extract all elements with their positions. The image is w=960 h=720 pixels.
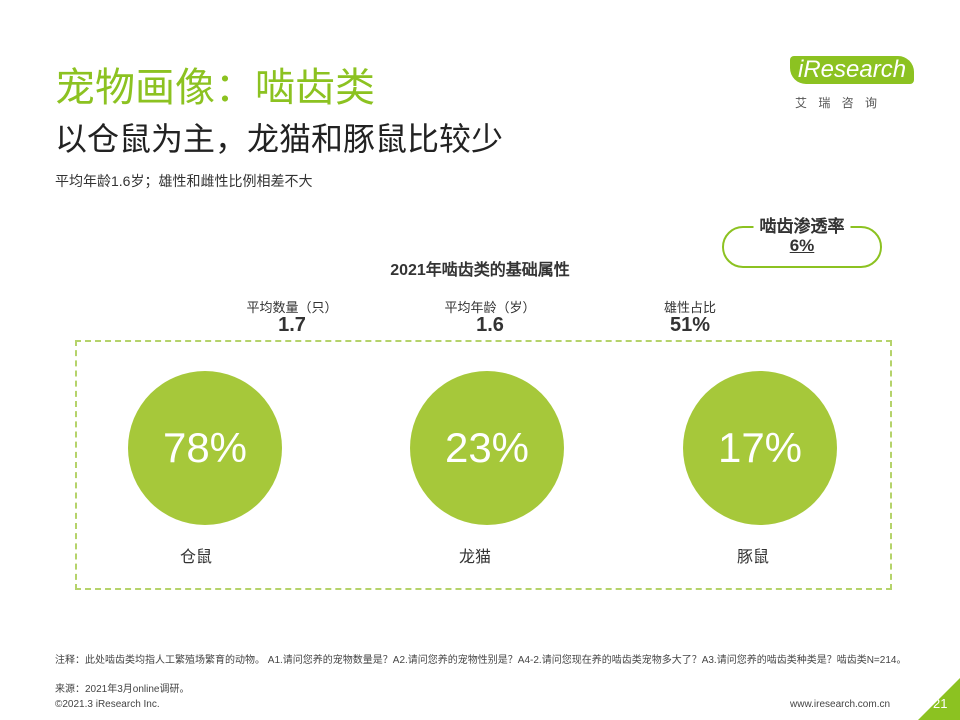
logo-cn: 艾 瑞 咨 询 (795, 96, 882, 110)
penetration-label: 啮齿渗透率 (753, 212, 851, 237)
dashed-frame (75, 340, 892, 590)
penetration-value: 6% (789, 236, 815, 255)
logo-brand: iResearch (790, 56, 915, 84)
summary: 平均年龄1.6岁；雄性和雌性比例相差不大 (55, 173, 313, 189)
section-title: 2021年啮齿类的基础属性 (390, 262, 570, 279)
stat-label: 平均年龄（岁） (444, 300, 536, 315)
circle (410, 371, 564, 525)
stat-label: 雄性占比 (663, 300, 717, 315)
stat-value: 1.6 (476, 314, 504, 336)
item-label: 豚鼠 (736, 549, 770, 566)
copyright: ©2021.3 iResearch Inc. (55, 699, 160, 710)
item-label: 仓鼠 (179, 549, 213, 566)
item-value: 78% (162, 424, 248, 471)
subtitle: 以仓鼠为主，龙猫和豚鼠比较少 (55, 121, 504, 157)
item-value: 17% (717, 424, 803, 471)
stat-value: 51% (669, 314, 711, 336)
item-value: 23% (444, 424, 530, 471)
page-number: 21 (933, 696, 948, 711)
item-label: 龙猫 (458, 549, 492, 566)
stat-label: 平均数量（只） (246, 300, 338, 315)
circle (128, 371, 282, 525)
circle (683, 371, 837, 525)
corner (918, 678, 960, 720)
footnote: 注释：此处啮齿类均指人工繁殖场繁育的动物。 A1.请问您养的宠物数量是？A2.请… (55, 655, 907, 666)
source: 来源：2021年3月online调研。 (55, 684, 190, 695)
stat-value: 1.7 (278, 314, 306, 336)
title: 宠物画像：啮齿类 (55, 66, 375, 110)
url: www.iresearch.com.cn (790, 699, 891, 710)
